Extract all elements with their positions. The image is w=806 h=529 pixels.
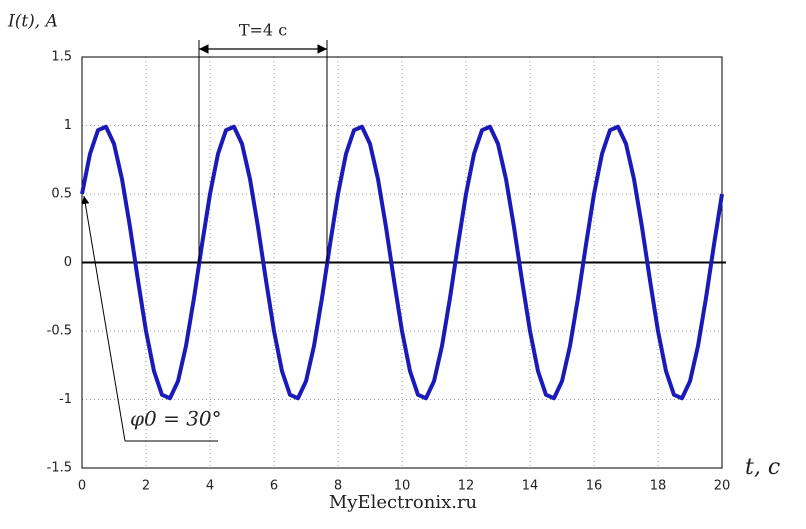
x-tick-label: 2 [142,479,150,494]
y-axis-label: I(t), A [7,12,58,32]
x-tick-label: 8 [334,479,342,494]
x-tick-label: 20 [714,479,731,494]
y-tick-label: -1 [59,392,72,407]
watermark: MyElectronix.ru [329,492,477,513]
y-tick-label: 0.5 [51,187,72,202]
y-tick-label: 1 [64,118,72,133]
x-axis-label: t, c [745,455,780,480]
y-tick-label: -0.5 [47,324,72,339]
y-tick-label: 1.5 [51,50,72,65]
x-tick-label: 14 [522,479,539,494]
plot-frame [81,56,723,469]
x-tick-label: 10 [394,479,411,494]
line-series [80,124,724,401]
phase-label: φ0 = 30° [130,407,222,431]
y-tick-label: -1.5 [47,461,72,476]
period-annotation: T=4 c [198,21,328,264]
x-tick-label: 0 [78,479,86,494]
plot-area: -1.5 -1 -0.5 0 0.5 1 1.5 0 2 4 6 8 10 12 14 16 18 20 [47,50,731,494]
x-tick-label: 16 [586,479,603,494]
x-tick-label: 6 [270,479,278,494]
y-tick-label: 0 [64,255,72,270]
x-tick-label: 12 [458,479,475,494]
period-label: T=4 c [239,21,287,40]
x-tick-label: 4 [206,479,214,494]
phase-annotation: φ0 = 30° [81,195,222,442]
x-tick-label: 18 [650,479,667,494]
